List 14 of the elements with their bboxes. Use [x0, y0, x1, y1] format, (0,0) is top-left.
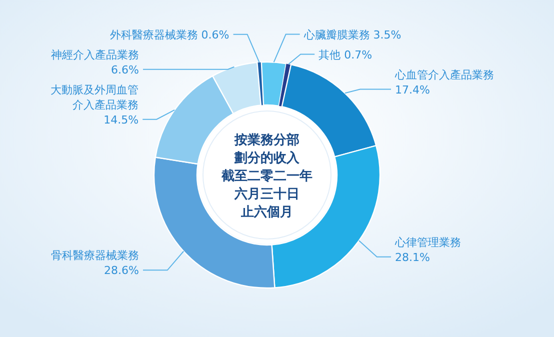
slice-label: 骨科醫療器械業務	[51, 249, 139, 262]
data-label: 28.1%	[395, 250, 430, 264]
slice-label: 外科醫療器械業務 0.6%	[110, 28, 230, 42]
slice-label: 神經介入產品業務	[51, 48, 139, 62]
slice-label: 其他 0.7%	[318, 48, 372, 62]
data-label: 28.6%	[104, 264, 139, 278]
data-label: 14.5%	[104, 113, 139, 126]
text: 按業務分部劃分的收入截至二零二一年六月三十日止六個月	[220, 132, 312, 220]
slice-label: 心律管理業務	[394, 236, 461, 249]
slice-label: 大動脈及外周血管介入產品業務	[50, 83, 139, 112]
data-label: 17.4%	[395, 83, 430, 96]
slice-label: 心血管介入產品業務	[394, 68, 494, 82]
data-label: 6.6%	[111, 63, 139, 76]
slice-label: 心臟瓣膜業務 3.5%	[302, 28, 402, 42]
